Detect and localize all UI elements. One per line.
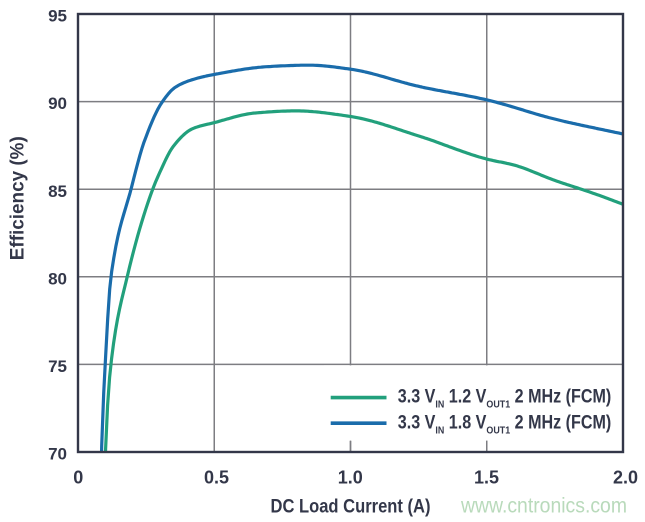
svg-text:DC Load Current (A): DC Load Current (A)	[271, 496, 431, 518]
svg-text:www.cntronics.com: www.cntronics.com	[460, 494, 627, 518]
svg-text:75: 75	[48, 357, 67, 376]
svg-text:90: 90	[48, 94, 67, 113]
svg-text:0: 0	[73, 467, 83, 487]
svg-text:95: 95	[48, 7, 67, 26]
svg-text:Efficiency (%): Efficiency (%)	[7, 136, 28, 260]
svg-text:1.0: 1.0	[338, 467, 363, 487]
svg-text:0.5: 0.5	[204, 467, 229, 487]
svg-text:2.0: 2.0	[613, 467, 638, 487]
svg-text:85: 85	[48, 182, 67, 201]
svg-text:70: 70	[48, 445, 67, 464]
svg-text:80: 80	[48, 269, 67, 288]
svg-text:1.5: 1.5	[474, 467, 499, 487]
